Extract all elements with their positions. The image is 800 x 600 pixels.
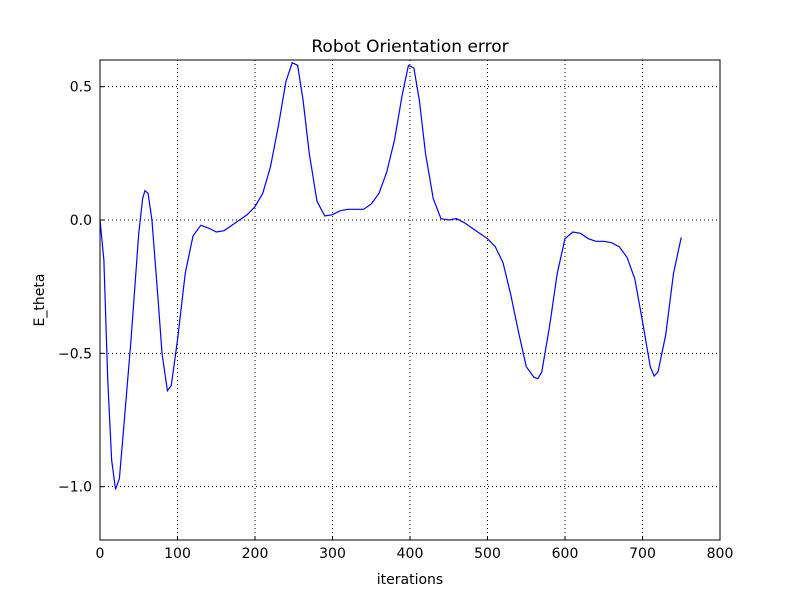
y-tick-label: −1.0 bbox=[58, 480, 92, 496]
data-line bbox=[99, 61, 682, 490]
plot-frame bbox=[99, 59, 721, 541]
x-tick-label: 500 bbox=[474, 546, 501, 562]
y-tick-label: 0.5 bbox=[70, 80, 92, 96]
chart-title: Robot Orientation error bbox=[311, 37, 508, 57]
x-axis-label: iterations bbox=[377, 572, 443, 588]
x-tick-label: 600 bbox=[552, 546, 579, 562]
x-tick-label: 200 bbox=[242, 546, 269, 562]
x-tick-label: 100 bbox=[164, 546, 191, 562]
x-tick-label: 300 bbox=[319, 546, 346, 562]
y-axis-label: E_theta bbox=[32, 274, 48, 327]
x-tick-label: 400 bbox=[397, 546, 424, 562]
y-tick-label: 0.0 bbox=[70, 213, 92, 229]
x-tick-label: 700 bbox=[629, 546, 656, 562]
y-tick-label: −0.5 bbox=[58, 346, 92, 362]
x-tick-label: 800 bbox=[707, 546, 734, 562]
x-tick-label: 0 bbox=[96, 546, 105, 562]
